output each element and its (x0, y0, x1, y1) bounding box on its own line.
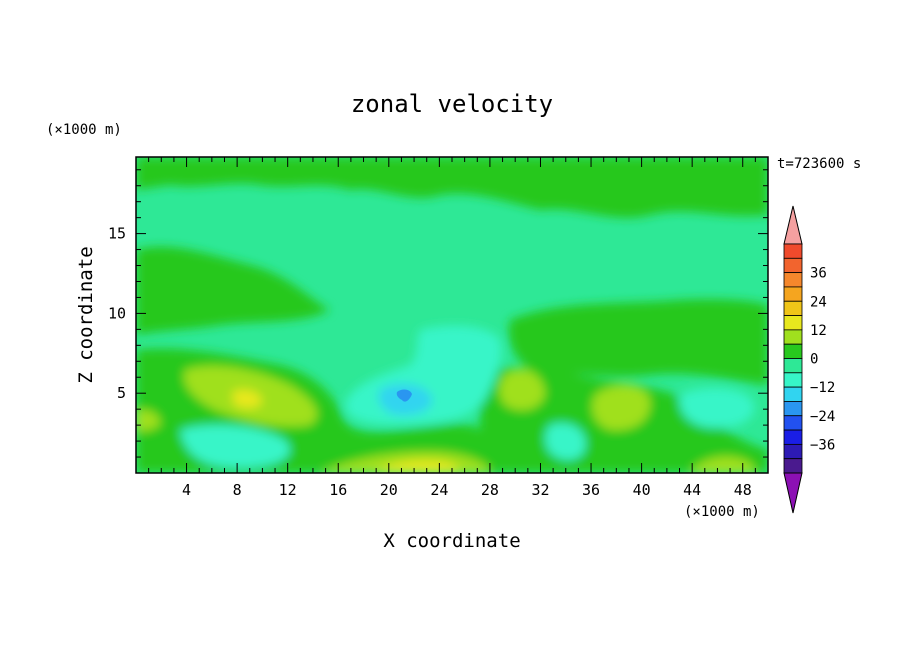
contour-region (545, 422, 586, 461)
x-tick-label: 36 (582, 481, 600, 499)
y-tick-label: 15 (108, 225, 126, 243)
contour-region (136, 157, 768, 218)
colorbar-label: −24 (810, 409, 835, 425)
y-tick-labels: 5 10 15 (108, 225, 126, 403)
contour-region (679, 388, 755, 428)
colorbar-swatch (783, 300, 803, 316)
colorbar-label: 36 (810, 266, 827, 282)
y-tick-label: 5 (117, 384, 126, 402)
colorbar-swatch (783, 343, 803, 359)
plot-area (136, 157, 768, 473)
contour-region (136, 246, 330, 335)
x-tick-label: 4 (182, 481, 191, 499)
colorbar-label: 0 (810, 352, 818, 368)
colorbar-swatch (783, 443, 803, 460)
x-axis-label: X coordinate (383, 530, 520, 552)
y-axis-label: Z coordinate (75, 246, 97, 383)
colorbar-label: 12 (810, 323, 827, 339)
colorbar-under-arrow (783, 472, 803, 514)
colorbar-labels: 36 24 12 0 −12 −24 −36 (810, 266, 835, 454)
contour-region (508, 299, 768, 385)
chart-title: zonal velocity (351, 90, 553, 118)
colorbar-swatch (783, 257, 803, 274)
x-tick-label: 28 (481, 481, 499, 499)
colorbar (783, 205, 803, 514)
y-unit-label: (×1000 m) (46, 122, 122, 138)
colorbar-over-arrow (783, 205, 803, 245)
colorbar-swatch (783, 415, 803, 431)
contour-region (592, 384, 651, 431)
contour-region (375, 460, 460, 473)
axis-ticks (136, 157, 768, 473)
x-tick-label: 40 (633, 481, 651, 499)
x-tick-labels: 4 8 12 16 20 24 28 32 36 40 44 48 (182, 481, 752, 499)
colorbar-swatch (783, 272, 803, 288)
colorbar-swatch (783, 286, 803, 302)
colorbar-swatch (783, 372, 803, 388)
colorbar-swatch (783, 386, 803, 402)
colorbar-label: −12 (810, 380, 835, 396)
colorbar-swatch (783, 358, 803, 374)
x-tick-label: 24 (430, 481, 448, 499)
x-tick-label: 32 (531, 481, 549, 499)
contour-region (499, 369, 545, 411)
contour-region (690, 456, 755, 473)
x-tick-label: 12 (279, 481, 297, 499)
colorbar-label: 24 (810, 294, 827, 310)
x-tick-label: 48 (734, 481, 752, 499)
colorbar-label: −36 (810, 437, 835, 453)
x-tick-label: 8 (233, 481, 242, 499)
contour-region (232, 389, 262, 409)
contour-region (180, 424, 290, 468)
time-label: t=723600 s (777, 156, 861, 172)
y-tick-label: 10 (108, 304, 126, 322)
contour-region (136, 409, 161, 432)
colorbar-swatch (783, 401, 803, 417)
colorbar-swatch (783, 458, 803, 474)
x-tick-label: 44 (683, 481, 701, 499)
colorbar-swatch (783, 315, 803, 331)
contour-region (396, 389, 412, 402)
colorbar-swatch (783, 329, 803, 345)
colorbar-swatch (783, 243, 803, 259)
x-tick-label: 20 (380, 481, 398, 499)
x-tick-label: 16 (329, 481, 347, 499)
colorbar-swatch (783, 429, 803, 445)
x-unit-label: (×1000 m) (684, 504, 760, 520)
